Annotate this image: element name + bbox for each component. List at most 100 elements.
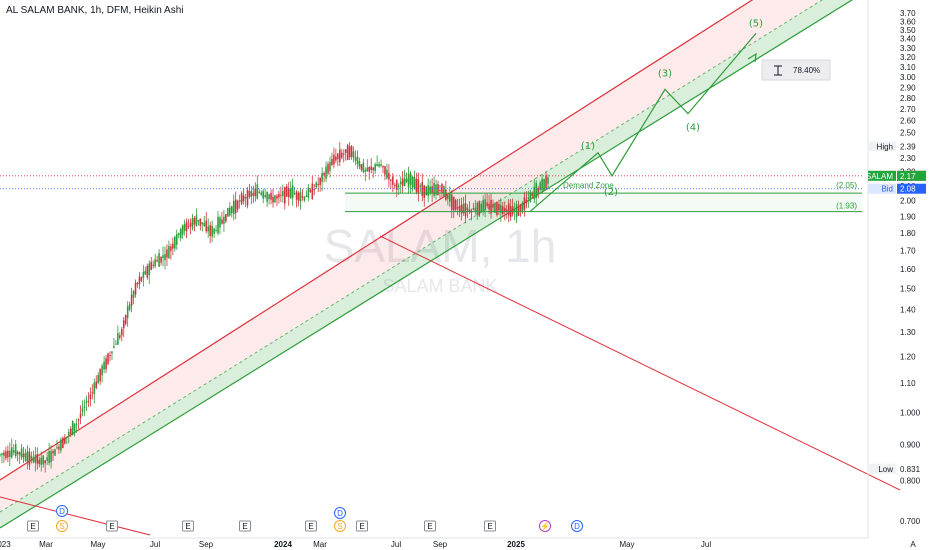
drawings[interactable]: Demand Zone (2.05) (1.93) xyxy=(0,175,901,536)
candle-body xyxy=(221,219,223,224)
candle-body xyxy=(254,188,257,197)
candle-body xyxy=(268,194,270,200)
price-tick-label: 2.80 xyxy=(900,94,916,103)
candle-body xyxy=(458,205,461,211)
event-marker-s[interactable] xyxy=(334,520,346,532)
lower-red-line[interactable] xyxy=(0,496,151,536)
candle-body xyxy=(229,207,231,216)
candle-body xyxy=(50,451,52,463)
time-axis[interactable]: 023 Mar May Jul Sep 2024 Mar Jul Sep 2025 May Jul A xyxy=(0,537,916,549)
descending-trendline[interactable] xyxy=(379,235,901,491)
price-tick-label: 1.70 xyxy=(900,246,916,255)
candle-body xyxy=(397,185,400,187)
event-marker-e[interactable] xyxy=(182,520,194,532)
wave-label-3: (3) xyxy=(658,68,672,79)
candle-body xyxy=(36,454,39,464)
price-tag-value-bg xyxy=(897,463,926,474)
candle-body xyxy=(319,178,321,185)
price-tag-label-bg xyxy=(868,183,896,194)
time-tick-label: 2024 xyxy=(274,540,292,549)
candle-body xyxy=(388,172,390,180)
candle-body xyxy=(333,154,335,165)
price-tick-label: 1.60 xyxy=(900,265,916,274)
candle-body xyxy=(284,187,286,204)
candle-body xyxy=(170,246,172,251)
candle-body xyxy=(164,254,166,261)
candle-body xyxy=(81,408,84,413)
candle-body xyxy=(236,200,239,210)
candle-body xyxy=(3,452,5,456)
candle-body xyxy=(30,455,33,460)
price-tick-label: 1.20 xyxy=(900,353,916,362)
candle-body xyxy=(168,246,170,259)
event-marker-e[interactable] xyxy=(356,520,368,532)
candle-body xyxy=(409,173,412,185)
candle-body xyxy=(413,176,416,190)
event-marker-e[interactable] xyxy=(239,520,251,532)
demand-zone-box[interactable] xyxy=(345,193,862,212)
event-marker-s[interactable] xyxy=(56,520,68,532)
price-tick-label: 1.90 xyxy=(900,212,916,221)
candle-body xyxy=(439,190,441,192)
candle-body xyxy=(307,187,310,198)
event-marker-e[interactable] xyxy=(484,520,496,532)
candle-body xyxy=(89,394,92,400)
channel-lower-line[interactable] xyxy=(0,0,860,529)
candle-body xyxy=(162,255,164,259)
event-marker-d[interactable] xyxy=(334,507,346,519)
candle-body xyxy=(452,196,455,211)
candle-body xyxy=(107,353,109,364)
candle-body xyxy=(152,264,155,266)
candle-body xyxy=(270,193,272,200)
candle-body xyxy=(417,179,420,194)
candle-body xyxy=(197,219,200,222)
candle-body xyxy=(531,192,534,196)
candle-body xyxy=(287,188,290,198)
elliott-wave-projection[interactable]: (1) (2) (3) (4) (5) 78.40% xyxy=(529,18,831,213)
price-axis[interactable]: 3.703.603.503.403.303.203.103.002.90 2.80… xyxy=(866,0,926,538)
event-marker-e[interactable] xyxy=(305,520,317,532)
candle-body xyxy=(113,346,115,348)
candle-body xyxy=(399,181,402,185)
event-marker-e[interactable] xyxy=(424,520,436,532)
event-markers[interactable]: DSE E E EDE S E E E D⚡ xyxy=(27,505,583,532)
candle-body xyxy=(393,184,396,186)
event-marker-d[interactable] xyxy=(56,505,68,517)
candle-body xyxy=(488,203,490,210)
candle-body xyxy=(494,203,496,213)
candle-body xyxy=(429,186,431,193)
candle-body xyxy=(134,282,137,295)
price-tick-label: 3.50 xyxy=(900,26,916,35)
candle-body xyxy=(136,283,139,285)
candle-body xyxy=(189,222,192,227)
flash-marker[interactable] xyxy=(539,520,551,532)
event-marker-d[interactable] xyxy=(571,520,583,532)
event-marker-e[interactable] xyxy=(27,520,39,532)
channel-upper-line[interactable] xyxy=(0,0,760,481)
price-tick-label: 3.40 xyxy=(900,35,916,44)
candle-body xyxy=(405,178,408,183)
candle-body xyxy=(56,447,58,449)
event-marker-e[interactable] xyxy=(106,520,118,532)
price-tick-label: 3.60 xyxy=(900,17,916,26)
candle-body xyxy=(142,271,145,278)
candle-body xyxy=(291,185,294,199)
candle-body xyxy=(193,217,196,225)
candle-body xyxy=(505,209,508,212)
chart-title: AL SALAM BANK, 1h, DFM, Heikin Ashi xyxy=(6,5,184,16)
candle-body xyxy=(7,450,9,458)
auto-scale-button[interactable]: A xyxy=(910,540,916,549)
candle-body xyxy=(372,167,374,171)
candle-body xyxy=(44,460,46,464)
event-marker-text: E xyxy=(359,522,364,531)
candle-body xyxy=(18,452,21,456)
candle-body xyxy=(431,186,433,194)
candle-body xyxy=(199,218,202,226)
candle-body xyxy=(527,197,530,199)
wave-path[interactable] xyxy=(529,32,757,213)
event-marker-text: D xyxy=(59,507,65,516)
time-tick-label: Sep xyxy=(199,540,214,549)
time-tick-label: Jul xyxy=(150,540,160,549)
candle-body xyxy=(42,455,45,465)
